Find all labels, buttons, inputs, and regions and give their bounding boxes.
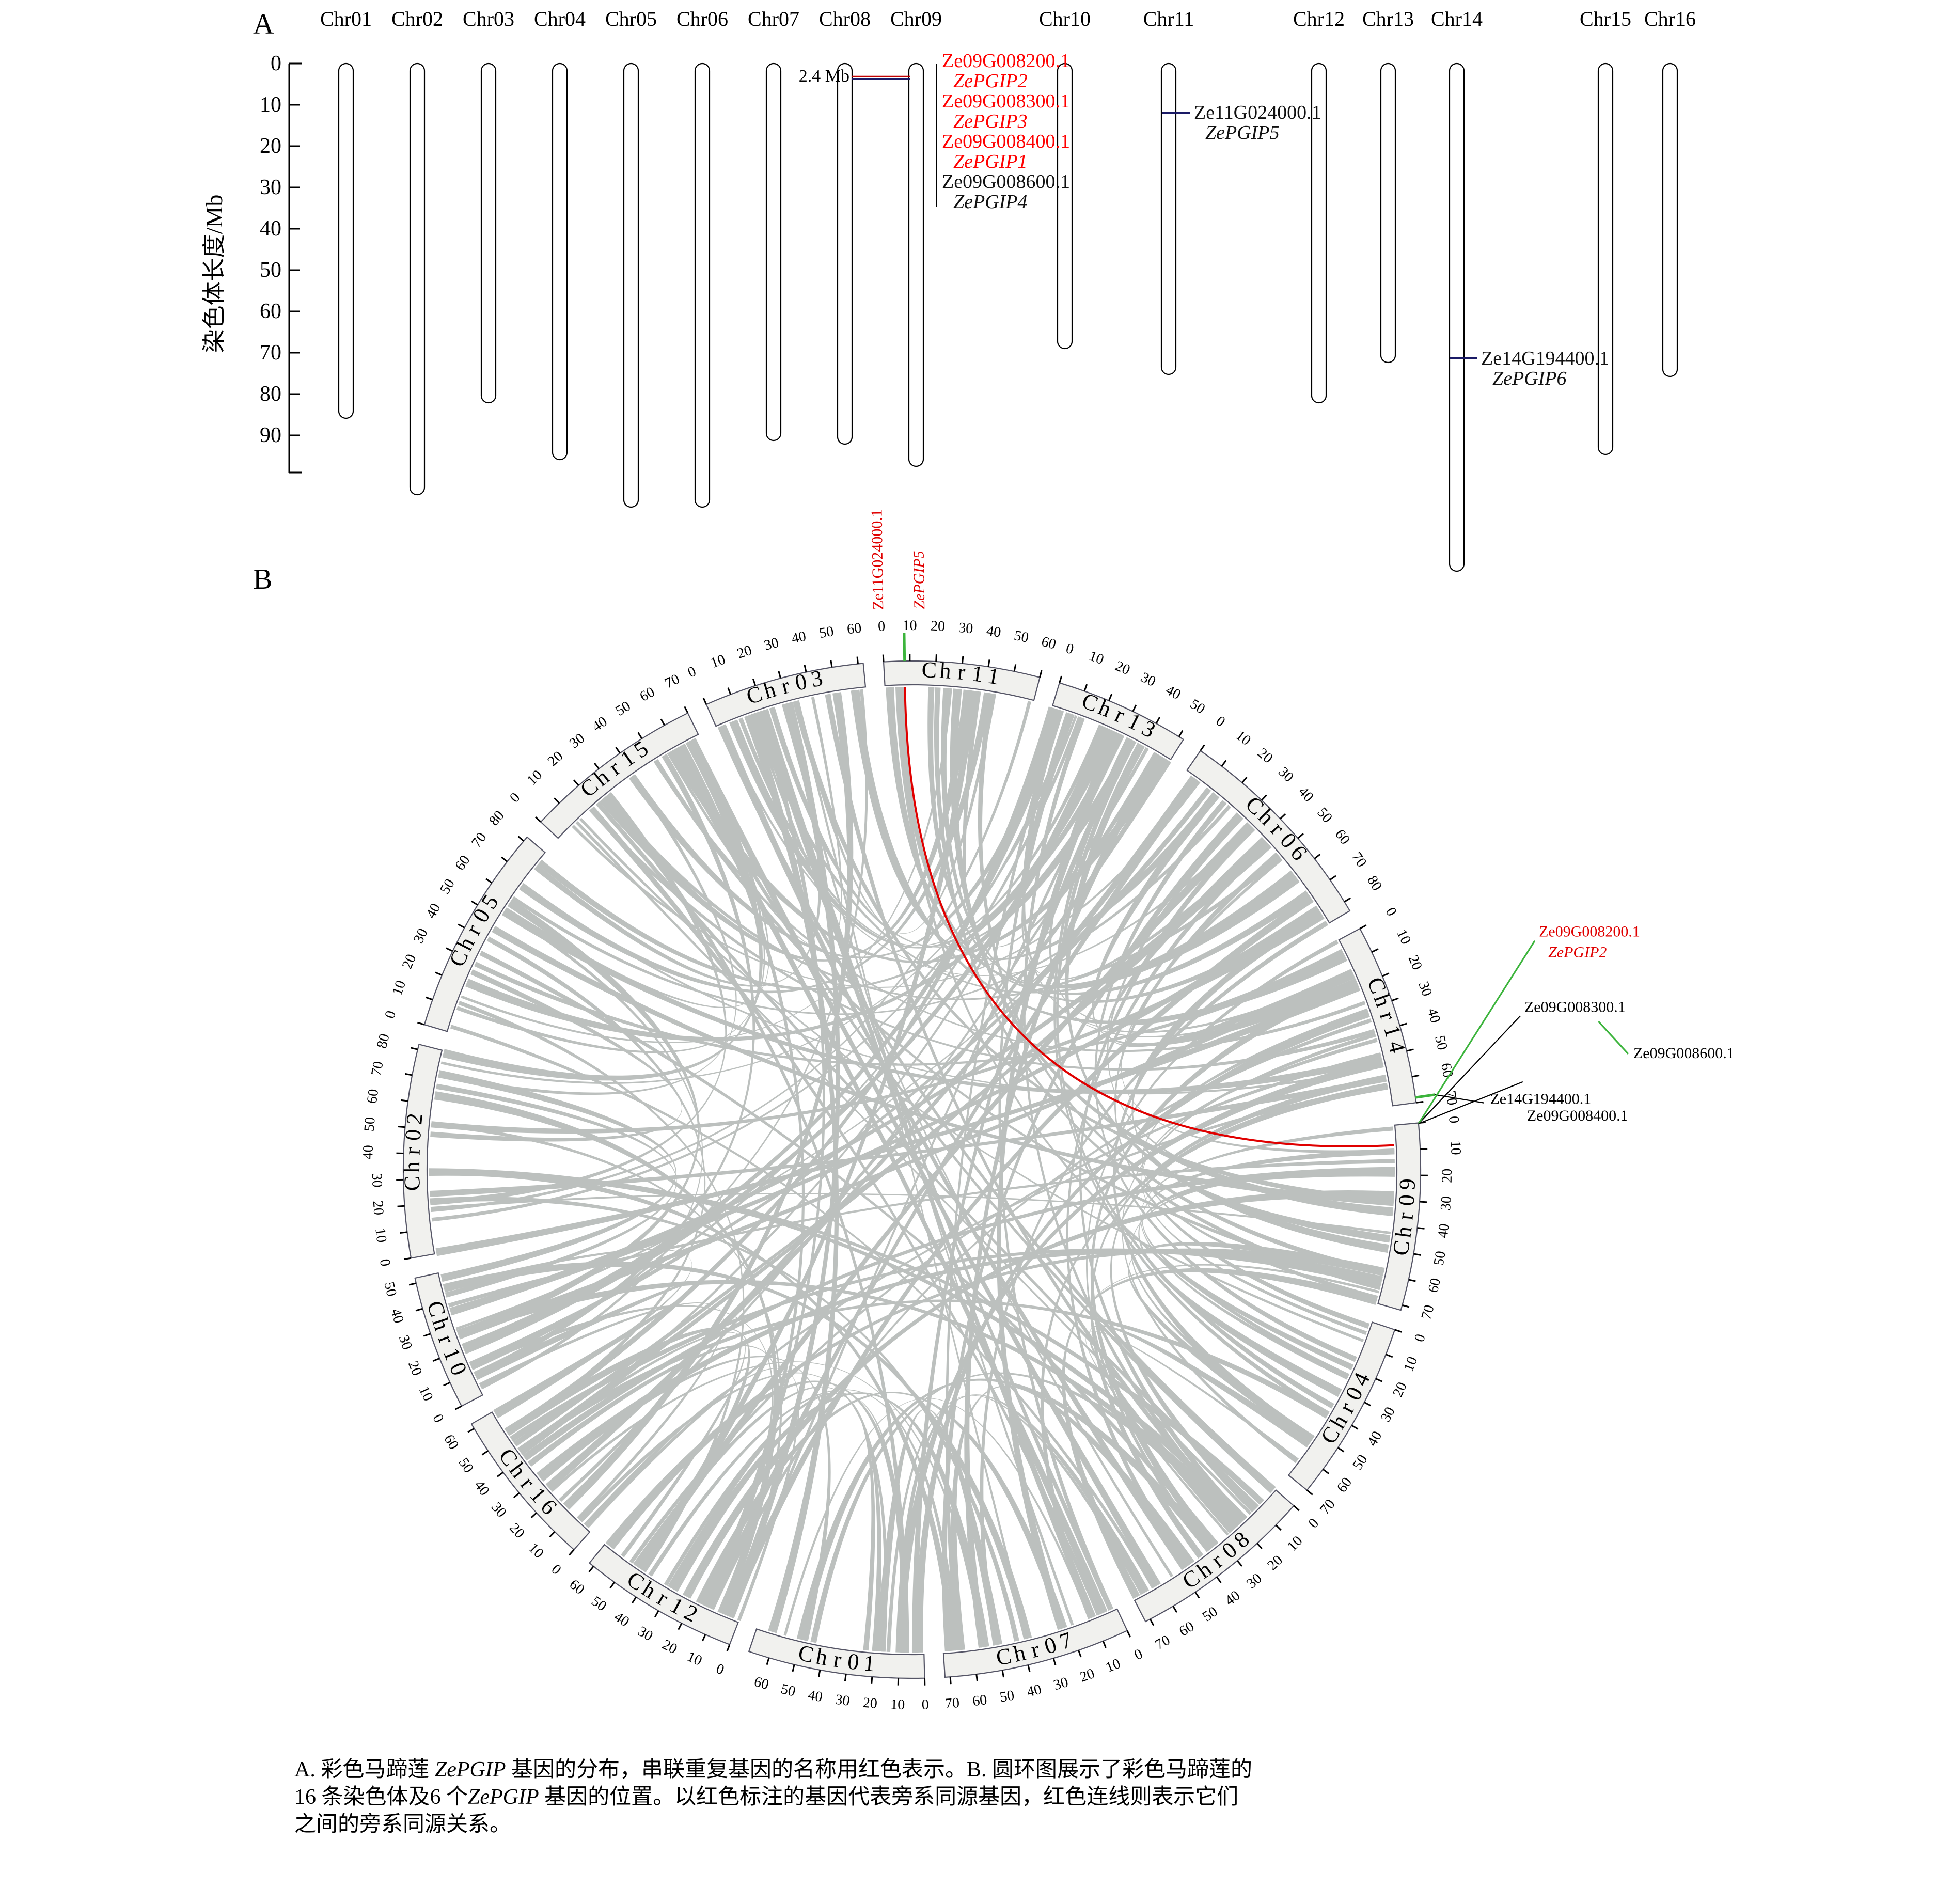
- svg-text:Chr01: Chr01: [320, 7, 372, 30]
- svg-text:h: h: [399, 1161, 424, 1173]
- svg-text:90: 90: [260, 423, 281, 447]
- svg-text:10: 10: [372, 1227, 389, 1244]
- svg-text:10: 10: [260, 93, 281, 117]
- svg-text:1: 1: [862, 1650, 876, 1677]
- svg-text:Chr12: Chr12: [1293, 7, 1345, 30]
- svg-text:2.4 Mb: 2.4 Mb: [799, 67, 849, 86]
- svg-text:50: 50: [818, 623, 835, 641]
- svg-text:ZePGIP4: ZePGIP4: [953, 191, 1028, 213]
- svg-text:20: 20: [930, 618, 945, 635]
- svg-text:A. 彩色马蹄莲 ZePGIP 基因的分布，串联重复基因的名: A. 彩色马蹄莲 ZePGIP 基因的分布，串联重复基因的名称用红色表示。B. …: [294, 1758, 1252, 1782]
- svg-text:40: 40: [985, 623, 1002, 641]
- svg-text:Chr02: Chr02: [391, 7, 443, 30]
- svg-text:70: 70: [368, 1060, 387, 1077]
- svg-text:Ze09G008400.1: Ze09G008400.1: [1527, 1107, 1628, 1124]
- svg-text:60: 60: [364, 1088, 382, 1105]
- svg-text:30: 30: [1438, 1195, 1455, 1211]
- svg-text:Ze14G194400.1: Ze14G194400.1: [1481, 348, 1609, 369]
- svg-text:B: B: [253, 563, 272, 595]
- svg-text:30: 30: [835, 1692, 851, 1709]
- svg-text:Ze11G024000.1: Ze11G024000.1: [1194, 102, 1321, 123]
- svg-text:h: h: [939, 658, 952, 684]
- svg-text:ZePGIP5: ZePGIP5: [1205, 122, 1280, 144]
- svg-text:ZePGIP6: ZePGIP6: [1492, 368, 1567, 389]
- svg-text:30: 30: [369, 1173, 385, 1188]
- svg-text:ZePGIP2: ZePGIP2: [1548, 944, 1607, 961]
- svg-text:16 条染色体及6 个ZePGIP 基因的位置。以红色标注的: 16 条染色体及6 个ZePGIP 基因的位置。以红色标注的基因代表旁系同源基因…: [294, 1785, 1238, 1809]
- svg-text:Chr11: Chr11: [1143, 7, 1194, 30]
- svg-text:Ze09G008200.1: Ze09G008200.1: [1539, 923, 1640, 940]
- svg-text:Ze14G194400.1: Ze14G194400.1: [1490, 1091, 1591, 1108]
- svg-text:Chr07: Chr07: [748, 7, 799, 30]
- svg-text:9: 9: [1394, 1178, 1420, 1190]
- svg-text:Chr10: Chr10: [1039, 7, 1091, 30]
- svg-text:0: 0: [1445, 1115, 1462, 1124]
- svg-text:20: 20: [370, 1200, 387, 1216]
- svg-text:Ze09G008600.1: Ze09G008600.1: [942, 171, 1070, 193]
- svg-text:80: 80: [260, 382, 281, 406]
- svg-text:Chr16: Chr16: [1644, 7, 1696, 30]
- svg-text:Chr13: Chr13: [1362, 7, 1414, 30]
- svg-text:ZePGIP2: ZePGIP2: [953, 70, 1028, 92]
- svg-text:50: 50: [361, 1116, 379, 1132]
- svg-text:50: 50: [260, 258, 281, 282]
- svg-text:ZePGIP1: ZePGIP1: [953, 151, 1028, 172]
- svg-text:Chr15: Chr15: [1580, 7, 1631, 30]
- svg-text:Ze09G008300.1: Ze09G008300.1: [942, 90, 1070, 112]
- svg-text:Chr05: Chr05: [605, 7, 657, 30]
- svg-text:0: 0: [877, 618, 886, 635]
- svg-text:Chr03: Chr03: [463, 7, 514, 30]
- svg-text:之间的旁系同源关系。: 之间的旁系同源关系。: [294, 1812, 511, 1836]
- svg-text:10: 10: [903, 618, 917, 634]
- svg-text:0: 0: [400, 1128, 426, 1141]
- svg-text:0: 0: [1394, 1194, 1420, 1207]
- svg-text:20: 20: [1439, 1169, 1455, 1183]
- svg-text:50: 50: [999, 1687, 1016, 1705]
- svg-text:C: C: [399, 1175, 425, 1191]
- svg-text:40: 40: [360, 1145, 376, 1160]
- svg-text:70: 70: [260, 341, 281, 365]
- svg-text:60: 60: [971, 1692, 988, 1709]
- svg-text:Ze09G008300.1: Ze09G008300.1: [1524, 998, 1626, 1015]
- svg-text:60: 60: [260, 300, 281, 323]
- svg-text:Chr04: Chr04: [534, 7, 586, 30]
- svg-text:Chr08: Chr08: [819, 7, 871, 30]
- svg-text:染色体长度/Mb: 染色体长度/Mb: [201, 195, 227, 353]
- svg-text:Ze09G008200.1: Ze09G008200.1: [942, 50, 1070, 72]
- svg-text:70: 70: [944, 1695, 960, 1712]
- svg-text:40: 40: [1435, 1223, 1453, 1239]
- svg-text:20: 20: [862, 1695, 878, 1712]
- svg-text:40: 40: [807, 1687, 824, 1706]
- svg-text:20: 20: [260, 134, 281, 158]
- svg-text:ZePGIP3: ZePGIP3: [953, 111, 1028, 132]
- svg-text:30: 30: [958, 620, 974, 637]
- svg-text:10: 10: [890, 1696, 905, 1713]
- svg-text:60: 60: [846, 620, 862, 638]
- svg-text:40: 40: [260, 217, 281, 241]
- svg-text:Chr09: Chr09: [890, 7, 942, 30]
- svg-text:Ze09G008400.1: Ze09G008400.1: [942, 131, 1070, 152]
- svg-text:C: C: [921, 657, 937, 683]
- svg-text:Chr06: Chr06: [676, 7, 728, 30]
- svg-text:10: 10: [1447, 1140, 1464, 1155]
- svg-text:ZePGIP5: ZePGIP5: [910, 550, 928, 609]
- svg-text:r: r: [400, 1146, 426, 1155]
- svg-text:Chr14: Chr14: [1431, 7, 1483, 30]
- svg-text:A: A: [253, 8, 274, 40]
- svg-text:Ze09G008600.1: Ze09G008600.1: [1633, 1045, 1735, 1062]
- svg-text:50: 50: [1431, 1250, 1449, 1267]
- svg-text:Ze11G024000.1: Ze11G024000.1: [868, 509, 887, 610]
- svg-text:0: 0: [271, 52, 281, 75]
- svg-text:0: 0: [921, 1697, 929, 1713]
- svg-text:30: 30: [260, 176, 281, 199]
